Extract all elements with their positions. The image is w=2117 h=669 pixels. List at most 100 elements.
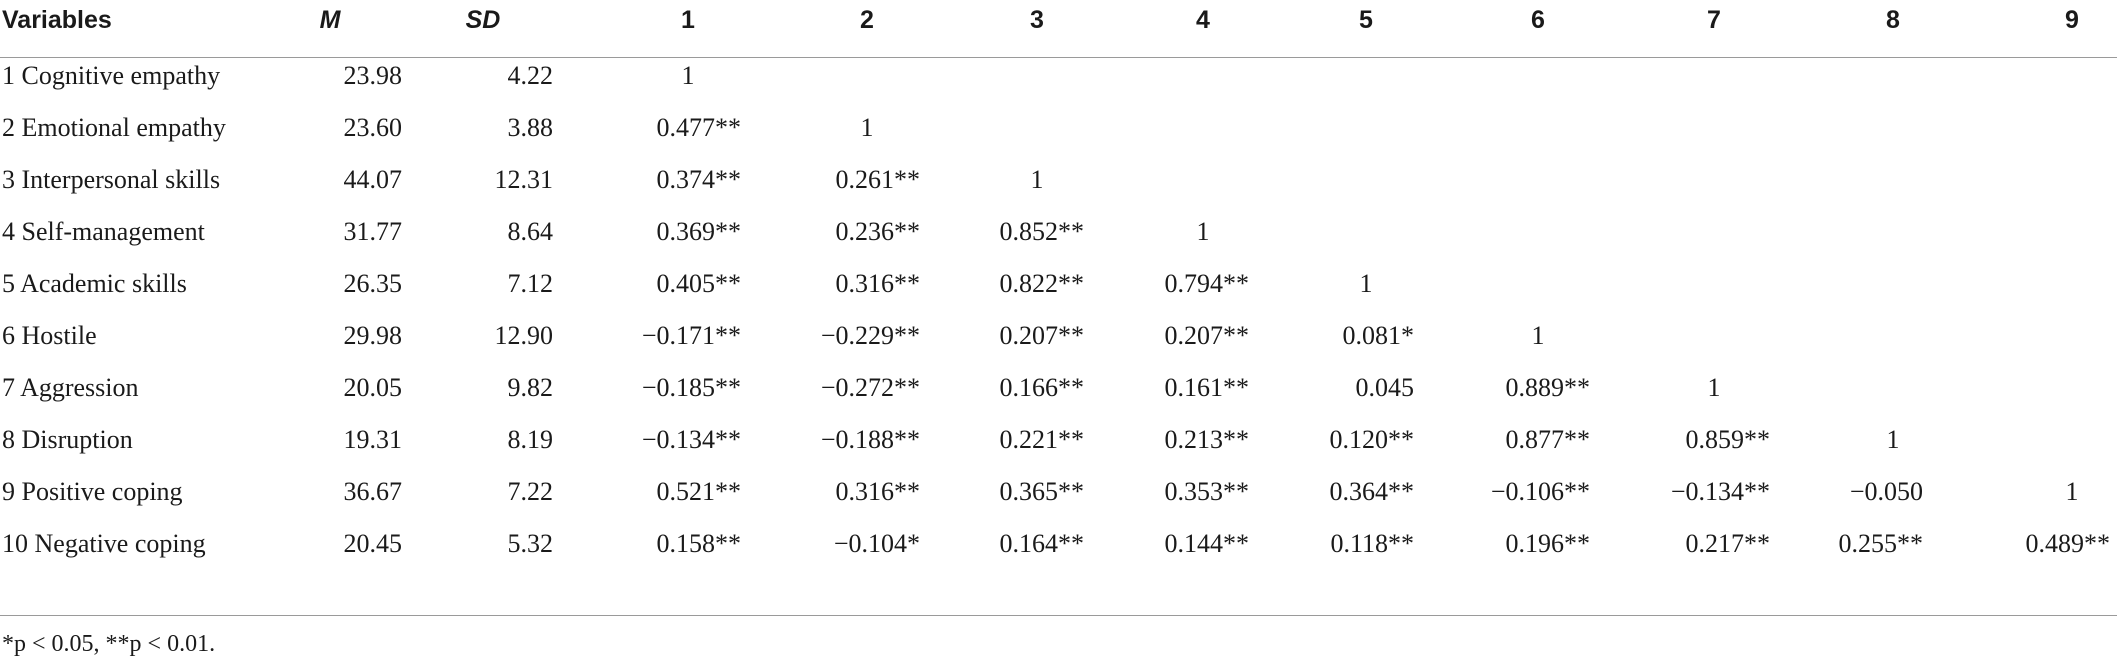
correlation-cell: 0.166** <box>999 373 1085 402</box>
correlation-cell: 0.120** <box>1329 425 1415 454</box>
row-mean: 44.07 <box>343 165 403 194</box>
correlation-cell: 0.316** <box>835 477 921 506</box>
correlation-cell: 0.365** <box>999 477 1085 506</box>
row-variable-label: 9 Positive coping <box>2 477 183 506</box>
correlation-cell: 1 <box>1196 217 1210 246</box>
row-sd: 7.12 <box>507 269 554 298</box>
correlation-cell: 0.164** <box>999 529 1085 558</box>
row-variable-label: 7 Aggression <box>2 373 139 402</box>
row-sd: 5.32 <box>507 529 554 558</box>
header-col-5: 5 <box>1359 6 1373 34</box>
correlation-cell: 0.369** <box>656 217 742 246</box>
correlation-cell: 0.822** <box>999 269 1085 298</box>
correlation-cell: 0.353** <box>1164 477 1250 506</box>
row-sd: 12.31 <box>494 165 554 194</box>
row-mean: 23.98 <box>343 61 403 90</box>
correlation-cell: 1 <box>681 61 695 90</box>
row-mean: 20.05 <box>343 373 403 402</box>
correlation-cell: 0.889** <box>1505 373 1591 402</box>
correlation-cell: 0.196** <box>1505 529 1591 558</box>
table-row: 7 Aggression 20.05 9.82 −0.185** −0.272** 0.1… <box>0 362 2117 414</box>
header-col-1: 1 <box>681 6 695 34</box>
row-variable-label: 2 Emotional empathy <box>2 113 226 142</box>
header-col-9: 9 <box>2065 6 2079 34</box>
row-mean: 23.60 <box>343 113 403 142</box>
correlation-cell: −0.171** <box>641 321 741 350</box>
bottom-rule <box>0 615 2117 616</box>
correlation-cell: 0.489** <box>2025 529 2111 558</box>
correlation-cell: 1 <box>2065 477 2079 506</box>
correlation-cell: 0.316** <box>835 269 921 298</box>
correlation-cell: 0.144** <box>1164 529 1250 558</box>
correlation-cell: 0.158** <box>656 529 742 558</box>
correlation-cell: −0.050 <box>1849 477 1923 506</box>
row-mean: 20.45 <box>343 529 403 558</box>
correlation-cell: 0.794** <box>1164 269 1250 298</box>
correlation-cell: −0.229** <box>820 321 920 350</box>
correlation-cell: 0.255** <box>1838 529 1924 558</box>
table-row: 5 Academic skills 26.35 7.12 0.405** 0.316**… <box>0 258 2117 310</box>
correlation-cell: 0.161** <box>1164 373 1250 402</box>
header-sd: SD <box>465 6 501 34</box>
correlation-cell: 0.045 <box>1355 373 1415 402</box>
correlation-cell: −0.106** <box>1490 477 1590 506</box>
row-sd: 8.19 <box>507 425 554 454</box>
header-col-6: 6 <box>1531 6 1545 34</box>
row-mean: 36.67 <box>343 477 403 506</box>
row-mean: 19.31 <box>343 425 403 454</box>
row-mean: 31.77 <box>343 217 403 246</box>
row-sd: 4.22 <box>507 61 554 90</box>
correlation-cell: −0.188** <box>820 425 920 454</box>
header-col-8: 8 <box>1886 6 1900 34</box>
row-sd: 12.90 <box>494 321 554 350</box>
row-variable-label: 6 Hostile <box>2 321 97 350</box>
correlation-cell: 0.405** <box>656 269 742 298</box>
table-row: 9 Positive coping 36.67 7.22 0.521** 0.316**… <box>0 466 2117 518</box>
correlation-cell: 1 <box>1531 321 1545 350</box>
row-sd: 7.22 <box>507 477 554 506</box>
header-rule <box>0 57 2117 58</box>
table-header-row: Variables M SD 1 2 3 4 5 6 7 8 9 <box>0 0 2117 40</box>
correlation-cell: 0.261** <box>835 165 921 194</box>
correlation-cell: 1 <box>1359 269 1373 298</box>
header-variables: Variables <box>2 6 112 34</box>
row-variable-label: 1 Cognitive empathy <box>2 61 221 90</box>
header-col-4: 4 <box>1196 6 1210 34</box>
row-sd: 3.88 <box>507 113 554 142</box>
correlation-cell: 0.859** <box>1685 425 1771 454</box>
correlation-cell: 0.207** <box>1164 321 1250 350</box>
correlation-cell: 0.221** <box>999 425 1085 454</box>
table-row: 2 Emotional empathy 23.60 3.88 0.477** 1 <box>0 102 2117 154</box>
row-variable-label: 3 Interpersonal skills <box>2 165 221 194</box>
correlation-cell: 0.852** <box>999 217 1085 246</box>
correlation-cell: 1 <box>860 113 874 142</box>
correlation-cell: 1 <box>1886 425 1900 454</box>
table-row: 10 Negative coping 20.45 5.32 0.158** −0.104… <box>0 518 2117 570</box>
correlation-cell: 0.118** <box>1330 529 1414 558</box>
row-variable-label: 10 Negative coping <box>2 529 206 558</box>
row-variable-label: 4 Self-management <box>2 217 205 246</box>
correlation-cell: 0.081* <box>1342 321 1415 350</box>
table-row: 1 Cognitive empathy 23.98 4.22 1 <box>0 50 2117 102</box>
header-col-3: 3 <box>1030 6 1044 34</box>
correlation-cell: −0.185** <box>641 373 741 402</box>
table-footnote: *p < 0.05, **p < 0.01. <box>2 631 216 657</box>
table-row: 8 Disruption 19.31 8.19 −0.134** −0.188** 0.2… <box>0 414 2117 466</box>
correlation-cell: 0.236** <box>835 217 921 246</box>
correlation-cell: 0.207** <box>999 321 1085 350</box>
table-row: 6 Hostile 29.98 12.90 −0.171** −0.229** 0.207… <box>0 310 2117 362</box>
correlation-cell: 1 <box>1707 373 1721 402</box>
correlation-cell: 0.217** <box>1685 529 1771 558</box>
header-col-7: 7 <box>1707 6 1721 34</box>
correlation-cell: 0.877** <box>1505 425 1591 454</box>
table-row: 3 Interpersonal skills 44.07 12.31 0.374** 0… <box>0 154 2117 206</box>
row-mean: 29.98 <box>343 321 403 350</box>
table-row: 4 Self-management 31.77 8.64 0.369** 0.236**… <box>0 206 2117 258</box>
row-sd: 8.64 <box>507 217 554 246</box>
correlation-cell: −0.134** <box>641 425 741 454</box>
correlation-cell: 0.477** <box>656 113 742 142</box>
correlation-cell: 1 <box>1030 165 1044 194</box>
header-mean: M <box>319 6 341 34</box>
correlation-cell: 0.213** <box>1164 425 1250 454</box>
row-variable-label: 8 Disruption <box>2 425 133 454</box>
